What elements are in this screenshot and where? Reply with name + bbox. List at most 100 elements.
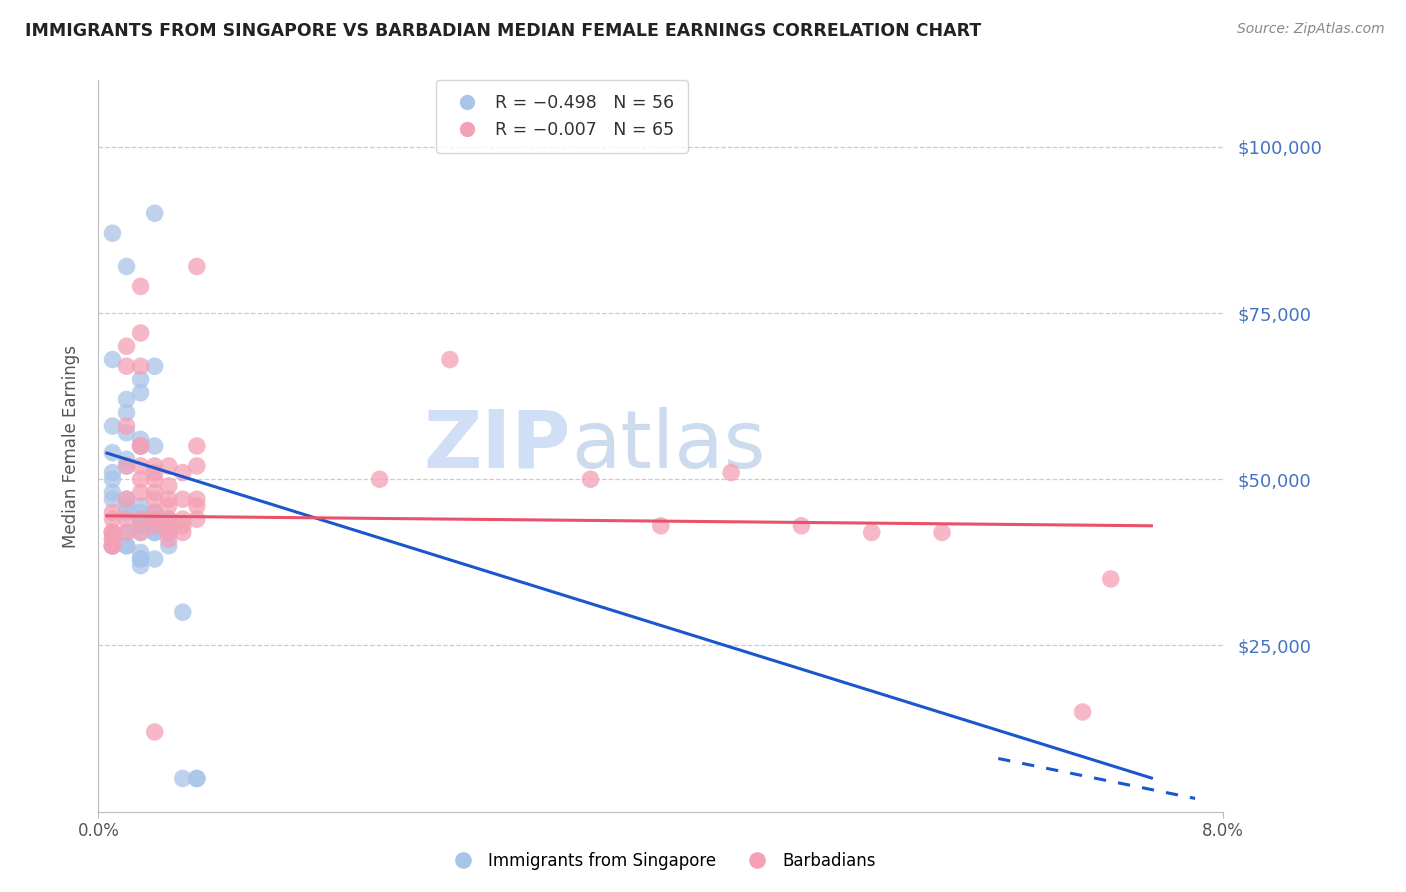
- Point: [186, 772, 208, 786]
- Point: [157, 512, 180, 526]
- Text: atlas: atlas: [571, 407, 765, 485]
- Point: [101, 539, 124, 553]
- Point: [115, 458, 138, 473]
- Point: [186, 439, 208, 453]
- Point: [129, 472, 152, 486]
- Point: [129, 518, 152, 533]
- Point: [129, 512, 152, 526]
- Point: [157, 525, 180, 540]
- Point: [115, 458, 138, 473]
- Point: [115, 419, 138, 434]
- Point: [439, 352, 461, 367]
- Point: [129, 552, 152, 566]
- Point: [129, 359, 152, 374]
- Point: [172, 605, 194, 619]
- Point: [143, 525, 166, 540]
- Point: [101, 352, 124, 367]
- Point: [143, 506, 166, 520]
- Point: [115, 359, 138, 374]
- Point: [143, 518, 166, 533]
- Point: [143, 359, 166, 374]
- Text: IMMIGRANTS FROM SINGAPORE VS BARBADIAN MEDIAN FEMALE EARNINGS CORRELATION CHART: IMMIGRANTS FROM SINGAPORE VS BARBADIAN M…: [25, 22, 981, 40]
- Point: [101, 539, 124, 553]
- Point: [129, 545, 152, 559]
- Point: [143, 458, 166, 473]
- Y-axis label: Median Female Earnings: Median Female Earnings: [62, 344, 80, 548]
- Point: [115, 499, 138, 513]
- Point: [115, 425, 138, 440]
- Point: [172, 492, 194, 507]
- Point: [101, 466, 124, 480]
- Point: [115, 492, 138, 507]
- Point: [101, 445, 124, 459]
- Point: [143, 506, 166, 520]
- Point: [157, 458, 180, 473]
- Point: [129, 525, 152, 540]
- Legend: Immigrants from Singapore, Barbadians: Immigrants from Singapore, Barbadians: [439, 846, 883, 877]
- Point: [143, 552, 166, 566]
- Point: [129, 558, 152, 573]
- Point: [101, 492, 124, 507]
- Point: [129, 326, 152, 340]
- Point: [101, 525, 124, 540]
- Point: [115, 506, 138, 520]
- Point: [101, 525, 124, 540]
- Point: [172, 772, 194, 786]
- Point: [101, 506, 124, 520]
- Point: [157, 499, 180, 513]
- Point: [101, 226, 124, 240]
- Text: Source: ZipAtlas.com: Source: ZipAtlas.com: [1237, 22, 1385, 37]
- Point: [101, 525, 124, 540]
- Point: [157, 525, 180, 540]
- Point: [1099, 572, 1122, 586]
- Point: [101, 539, 124, 553]
- Point: [129, 385, 152, 400]
- Point: [143, 206, 166, 220]
- Point: [101, 472, 124, 486]
- Point: [931, 525, 953, 540]
- Point: [101, 532, 124, 546]
- Point: [101, 539, 124, 553]
- Point: [129, 433, 152, 447]
- Point: [115, 512, 138, 526]
- Point: [115, 492, 138, 507]
- Point: [157, 492, 180, 507]
- Point: [172, 518, 194, 533]
- Point: [101, 485, 124, 500]
- Point: [129, 458, 152, 473]
- Point: [115, 525, 138, 540]
- Point: [143, 506, 166, 520]
- Point: [143, 525, 166, 540]
- Point: [129, 439, 152, 453]
- Point: [115, 525, 138, 540]
- Point: [129, 279, 152, 293]
- Point: [143, 439, 166, 453]
- Point: [186, 499, 208, 513]
- Point: [129, 439, 152, 453]
- Point: [143, 472, 166, 486]
- Point: [720, 466, 742, 480]
- Text: ZIP: ZIP: [423, 407, 571, 485]
- Point: [650, 518, 672, 533]
- Point: [129, 485, 152, 500]
- Point: [129, 372, 152, 386]
- Point: [101, 512, 124, 526]
- Point: [115, 539, 138, 553]
- Point: [186, 492, 208, 507]
- Point: [129, 439, 152, 453]
- Point: [115, 406, 138, 420]
- Point: [157, 525, 180, 540]
- Point: [143, 725, 166, 739]
- Point: [129, 525, 152, 540]
- Point: [129, 552, 152, 566]
- Point: [186, 458, 208, 473]
- Point: [157, 512, 180, 526]
- Point: [186, 260, 208, 274]
- Point: [143, 512, 166, 526]
- Point: [157, 539, 180, 553]
- Point: [101, 419, 124, 434]
- Point: [129, 499, 152, 513]
- Point: [172, 525, 194, 540]
- Point: [579, 472, 602, 486]
- Point: [1071, 705, 1094, 719]
